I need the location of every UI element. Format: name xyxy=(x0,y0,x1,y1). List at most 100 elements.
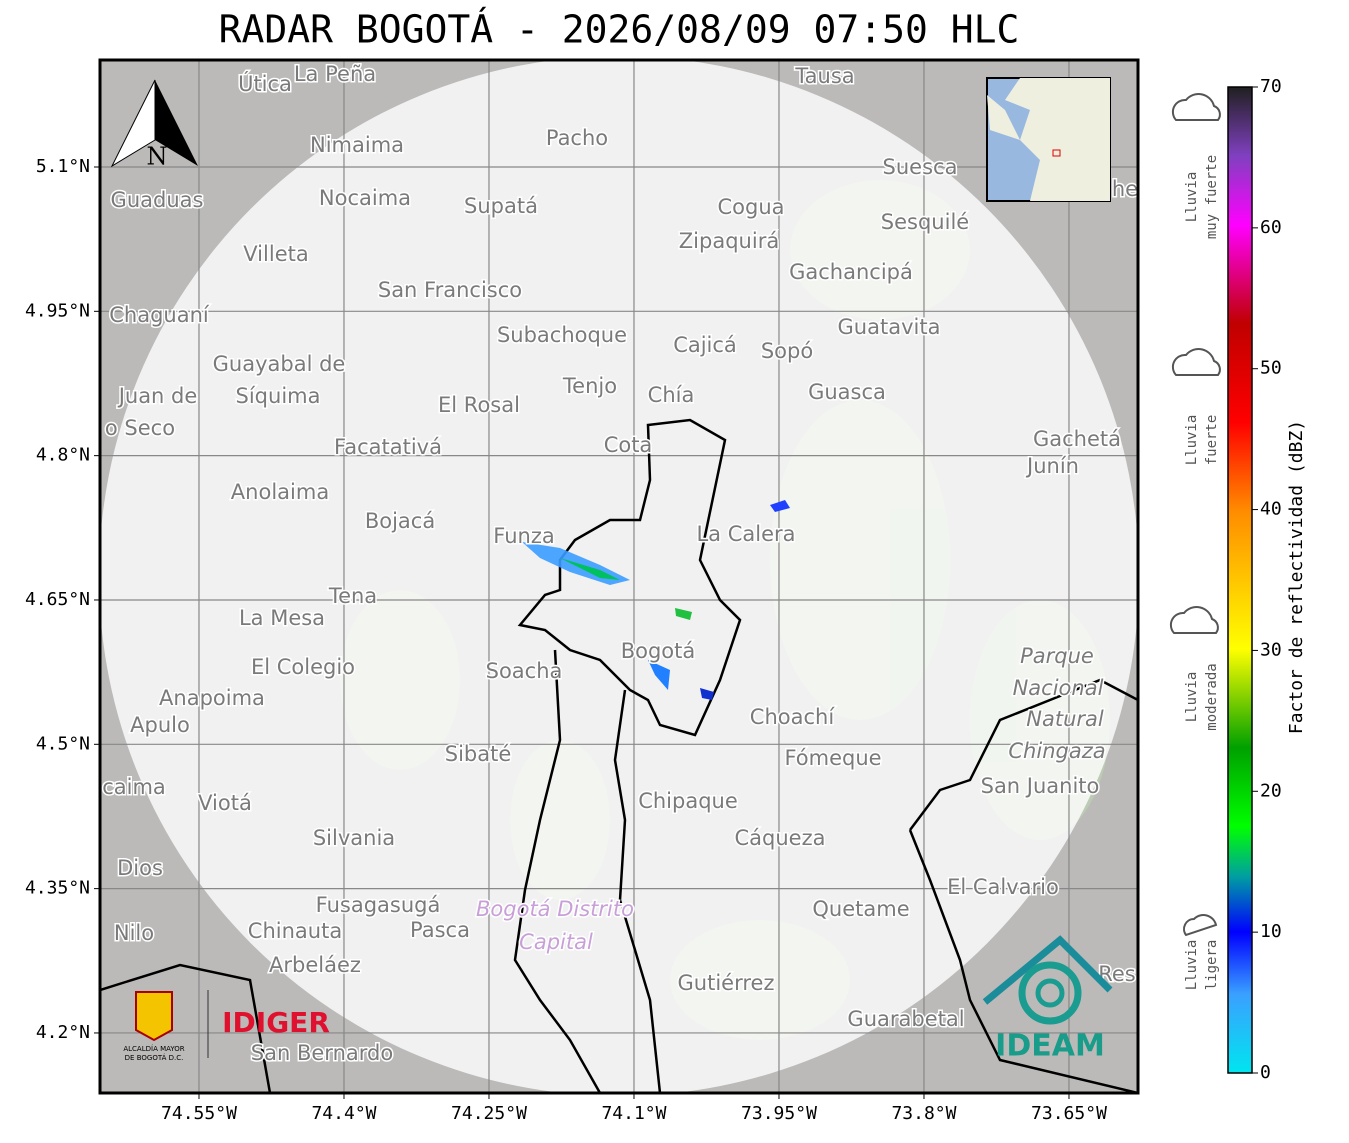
rain-level-label: Lluvia xyxy=(1184,940,1200,991)
place-label: Chinauta xyxy=(248,919,342,943)
place-label: Supatá xyxy=(464,194,538,218)
y-tick-label: 4.95°N xyxy=(25,300,90,321)
place-label: El Rosal xyxy=(438,393,520,417)
y-tick-label: 4.2°N xyxy=(36,1022,90,1043)
place-label: Sopó xyxy=(761,339,813,363)
place-label: Guayabal de xyxy=(213,352,346,376)
place-label: Guatavita xyxy=(838,315,941,339)
place-label: Nocaima xyxy=(319,186,411,210)
map: Útica La Peña Tausa Pacho Nimaima Guaduas Noca… xyxy=(100,60,1138,1093)
y-tick-label: 4.35°N xyxy=(25,878,90,899)
place-label: Gachetá xyxy=(1033,427,1121,451)
place-label: El Calvario xyxy=(947,875,1059,899)
place-label: Quetame xyxy=(812,897,909,921)
place-label: Subachoque xyxy=(497,323,627,347)
place-label: Chingaza xyxy=(1008,739,1105,763)
x-tick-label: 74.25°W xyxy=(451,1103,527,1124)
colorbar-tick-label: 70 xyxy=(1260,76,1282,97)
place-label: Funza xyxy=(493,524,554,548)
place-label: Nacional xyxy=(1013,676,1104,700)
colorbar-tick-label: 20 xyxy=(1260,780,1282,801)
place-label: Cogua xyxy=(717,195,784,219)
alcaldia-text: DE BOGOTÁ D.C. xyxy=(125,1053,184,1062)
place-label: Cota xyxy=(604,433,653,457)
place-label: Chipaque xyxy=(638,789,738,813)
north-label: N xyxy=(147,143,168,171)
place-label: El Colegio xyxy=(251,655,355,679)
place-label: La Calera xyxy=(696,522,795,546)
place-label: Síquima xyxy=(236,384,321,408)
place-label: Chaguaní xyxy=(109,303,210,327)
place-label: Arbeláez xyxy=(269,953,361,977)
ideam-logo: IDEAM xyxy=(982,935,1113,1064)
radar-echoes xyxy=(522,500,790,700)
idiger-logo: IDIGER xyxy=(222,1006,330,1039)
place-label: Capital xyxy=(519,930,593,954)
place-label: San Francisco xyxy=(378,278,522,302)
rain-level-label: muy fuerte xyxy=(1204,155,1220,239)
rain-level-label: Lluvia xyxy=(1184,672,1200,723)
place-label: Soacha xyxy=(486,659,563,683)
place-label: o Seco xyxy=(105,416,175,440)
colorbar xyxy=(1227,86,1253,1074)
map-frame xyxy=(98,58,1140,1095)
place-label: Fusagasugá xyxy=(316,893,441,917)
place-label: Junín xyxy=(1025,454,1079,478)
place-label: La Peña xyxy=(294,62,376,86)
place-label: San Bernardo xyxy=(251,1041,393,1065)
colorbar-tick-label: 30 xyxy=(1260,639,1282,660)
place-label: Guarabetal xyxy=(847,1007,964,1031)
colorbar-tick-label: 50 xyxy=(1260,358,1282,379)
place-label: Fómeque xyxy=(784,746,881,770)
place-label: Dios xyxy=(117,856,163,880)
title: RADAR BOGOTÁ - 2026/08/09 07:50 HLC xyxy=(219,8,1020,52)
place-label: La Mesa xyxy=(239,606,325,630)
north-arrow: N xyxy=(110,79,198,171)
colorbar-tick-label: 60 xyxy=(1260,217,1282,238)
place-label: Tausa xyxy=(794,64,854,88)
y-tick-label: 4.5°N xyxy=(36,733,90,754)
alcaldia-logo: ALCALDÍA MAYOR DE BOGOTÁ D.C. IDIGER xyxy=(123,990,330,1062)
place-label: Pacho xyxy=(546,126,608,150)
place-label: Gutiérrez xyxy=(678,971,775,995)
place-label: Choachí xyxy=(750,705,836,729)
x-tick-label: 73.65°W xyxy=(1031,1103,1107,1124)
place-label: Bogotá Distrito xyxy=(476,897,634,921)
place-label: Zipaquirá xyxy=(679,229,779,253)
place-label: Parque xyxy=(1020,644,1094,668)
district-boundary xyxy=(513,649,662,1093)
place-label: Facatativá xyxy=(334,435,442,459)
bogota-boundary xyxy=(517,418,742,737)
place-label: Sibaté xyxy=(445,742,512,766)
x-tick-label: 73.8°W xyxy=(891,1103,956,1124)
place-label: Villeta xyxy=(243,242,308,266)
place-label: Cáqueza xyxy=(735,826,826,850)
place-label: Anolaima xyxy=(231,480,329,504)
x-tick-label: 74.1°W xyxy=(601,1103,666,1124)
rain-level-label: Lluvia xyxy=(1184,415,1200,466)
place-label: Sesquilé xyxy=(881,210,969,234)
x-tick-label: 74.4°W xyxy=(311,1103,376,1124)
place-label: Pasca xyxy=(410,918,470,942)
rain-level-label: Lluvia xyxy=(1184,172,1200,223)
place-label: Guasca xyxy=(808,380,886,404)
x-tick-label: 73.95°W xyxy=(741,1103,817,1124)
colorbar-tick-label: 10 xyxy=(1260,921,1282,942)
place-label: Bojacá xyxy=(365,509,435,533)
department-boundary xyxy=(100,678,1138,1093)
place-label: Viotá xyxy=(198,791,252,815)
inset-map xyxy=(986,77,1111,202)
y-tick-label: 4.8°N xyxy=(36,445,90,466)
place-label: Anapoima xyxy=(159,686,265,710)
place-label: San Juanito xyxy=(981,774,1100,798)
rain-level-label: moderada xyxy=(1204,663,1220,730)
place-label: Tenjo xyxy=(562,374,617,398)
x-tick-label: 74.55°W xyxy=(161,1103,237,1124)
place-label: Útica xyxy=(238,71,292,96)
place-label: Nimaima xyxy=(310,133,404,157)
colorbar-tick-label: 40 xyxy=(1260,499,1282,520)
place-label: Nilo xyxy=(114,921,154,945)
colorbar-label: Factor de reflectividad (dBZ) xyxy=(1286,420,1307,734)
grid xyxy=(100,60,1138,1093)
place-label: Juan de xyxy=(117,384,198,408)
